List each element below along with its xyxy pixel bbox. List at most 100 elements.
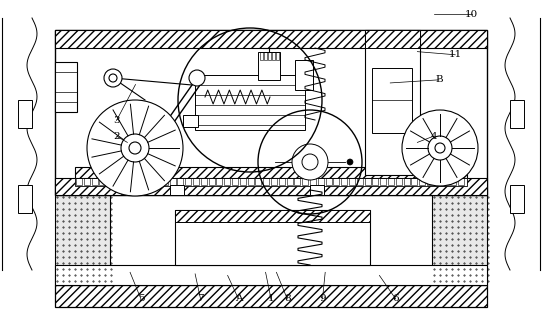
- Bar: [365, 30, 420, 175]
- Text: 1: 1: [268, 295, 274, 303]
- Bar: [380, 178, 386, 185]
- Circle shape: [428, 136, 452, 160]
- Bar: [92, 178, 98, 185]
- Bar: [18, 100, 32, 128]
- Bar: [177, 178, 183, 185]
- Bar: [55, 195, 110, 285]
- Bar: [302, 178, 308, 185]
- Bar: [458, 178, 464, 185]
- Circle shape: [302, 154, 318, 170]
- Circle shape: [402, 110, 478, 186]
- Bar: [18, 185, 32, 213]
- Bar: [146, 178, 152, 185]
- Bar: [162, 178, 168, 185]
- Circle shape: [435, 143, 445, 153]
- Bar: [55, 178, 487, 195]
- Bar: [123, 178, 129, 185]
- Bar: [183, 115, 198, 127]
- Circle shape: [104, 69, 122, 87]
- Circle shape: [121, 134, 149, 162]
- Circle shape: [292, 144, 328, 180]
- Bar: [175, 210, 370, 222]
- Bar: [263, 178, 269, 185]
- Bar: [357, 178, 363, 185]
- Bar: [175, 210, 370, 265]
- Bar: [294, 178, 300, 185]
- Circle shape: [87, 100, 183, 196]
- Bar: [443, 178, 449, 185]
- Bar: [365, 178, 371, 185]
- Bar: [279, 178, 285, 185]
- Bar: [272, 52, 275, 60]
- Text: 9: 9: [319, 295, 326, 303]
- Text: 8: 8: [284, 295, 291, 303]
- Bar: [326, 178, 332, 185]
- Bar: [432, 195, 487, 285]
- Bar: [170, 185, 184, 195]
- Bar: [99, 178, 105, 185]
- Bar: [396, 178, 402, 185]
- Bar: [76, 178, 82, 185]
- Bar: [372, 68, 412, 133]
- Bar: [419, 178, 425, 185]
- Bar: [240, 178, 246, 185]
- Text: 5: 5: [138, 295, 144, 303]
- Bar: [365, 30, 420, 48]
- Bar: [287, 178, 293, 185]
- Bar: [138, 178, 144, 185]
- Circle shape: [189, 70, 205, 86]
- Bar: [170, 178, 176, 185]
- Bar: [264, 52, 267, 60]
- Bar: [260, 52, 263, 60]
- Circle shape: [347, 159, 353, 165]
- Bar: [55, 30, 487, 48]
- Bar: [341, 178, 347, 185]
- Bar: [276, 52, 279, 60]
- Bar: [75, 167, 467, 178]
- Text: 11: 11: [449, 50, 462, 59]
- Bar: [154, 178, 160, 185]
- Bar: [115, 178, 121, 185]
- Text: 6: 6: [392, 295, 399, 303]
- Bar: [310, 178, 316, 185]
- Bar: [131, 178, 137, 185]
- Circle shape: [129, 142, 141, 154]
- Bar: [372, 178, 378, 185]
- Bar: [193, 178, 199, 185]
- Bar: [209, 178, 215, 185]
- Bar: [55, 30, 487, 195]
- Bar: [185, 178, 191, 185]
- Bar: [55, 62, 77, 112]
- Bar: [55, 285, 487, 307]
- Bar: [75, 178, 467, 186]
- Bar: [404, 178, 410, 185]
- Bar: [258, 52, 280, 80]
- Bar: [224, 178, 230, 185]
- Bar: [201, 178, 207, 185]
- Text: A: A: [235, 295, 242, 303]
- Text: 7: 7: [197, 295, 204, 303]
- Bar: [333, 178, 339, 185]
- Bar: [295, 60, 313, 90]
- Bar: [510, 100, 524, 128]
- Bar: [248, 178, 254, 185]
- Bar: [55, 265, 487, 285]
- Bar: [411, 178, 417, 185]
- Bar: [435, 178, 441, 185]
- Bar: [310, 185, 324, 195]
- Text: B: B: [435, 75, 443, 84]
- Bar: [271, 178, 277, 185]
- Text: 4: 4: [430, 132, 437, 141]
- Text: 2: 2: [113, 132, 120, 141]
- Bar: [349, 178, 355, 185]
- Circle shape: [109, 74, 117, 82]
- Bar: [255, 178, 261, 185]
- Text: 10: 10: [465, 10, 478, 18]
- Bar: [195, 75, 305, 130]
- Bar: [216, 178, 222, 185]
- Bar: [84, 178, 90, 185]
- Bar: [427, 178, 433, 185]
- Text: 3: 3: [113, 116, 120, 125]
- Bar: [107, 178, 113, 185]
- Bar: [268, 52, 271, 60]
